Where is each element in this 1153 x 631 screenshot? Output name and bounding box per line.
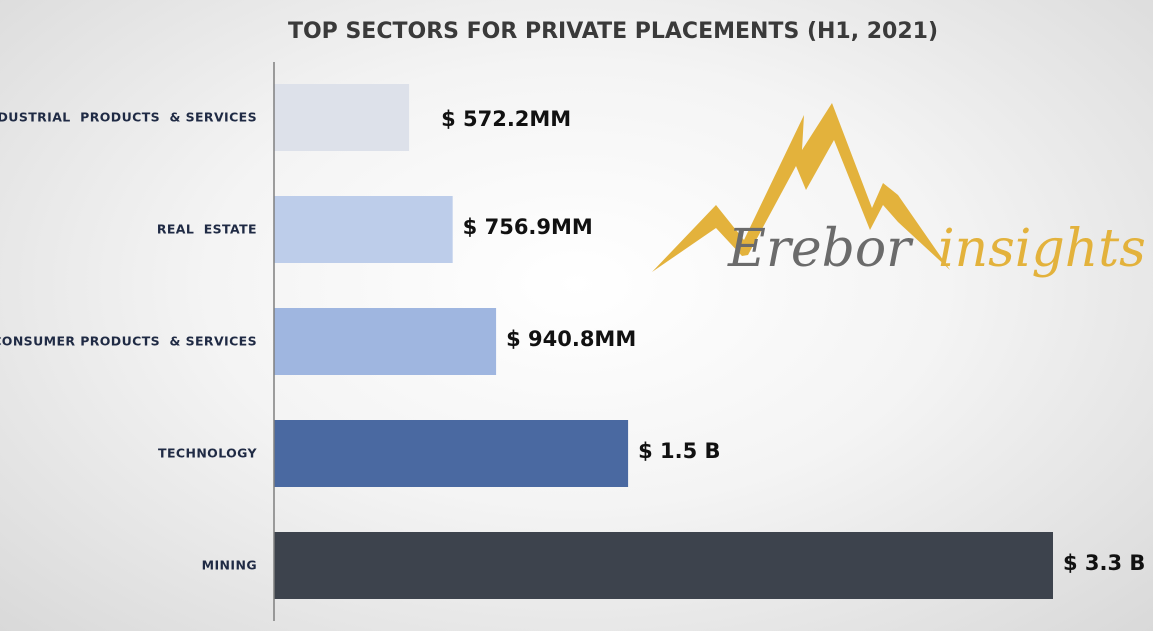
chart-title: TOP SECTORS FOR PRIVATE PLACEMENTS (H1, … [288, 19, 938, 44]
category-label-3: CONSUMER PRODUCTS & SERVICES [0, 334, 257, 349]
logo-word-insights: insights [938, 219, 1146, 279]
value-label-5: $ 3.3 B [1063, 551, 1145, 575]
category-label-4: TECHNOLOGY [158, 446, 258, 461]
bar-1 [274, 84, 410, 151]
value-label-1: $ 572.2MM [441, 107, 571, 131]
logo-word-erebor: Erebor [727, 219, 914, 279]
category-label-1: INDUSTRIAL PRODUCTS & SERVICES [0, 110, 257, 125]
category-label-5: MINING [202, 558, 257, 573]
bar-2 [274, 196, 453, 263]
value-label-2: $ 756.9MM [463, 215, 593, 239]
value-label-4: $ 1.5 B [638, 439, 720, 463]
bar-4 [274, 420, 629, 487]
value-label-3: $ 940.8MM [506, 327, 636, 351]
category-label-2: REAL ESTATE [157, 222, 257, 237]
bar-5 [274, 532, 1053, 599]
erebor-insights-logo: Erebor insights [652, 103, 1146, 279]
bar-3 [274, 308, 497, 375]
mountain-logo-icon [652, 103, 950, 272]
